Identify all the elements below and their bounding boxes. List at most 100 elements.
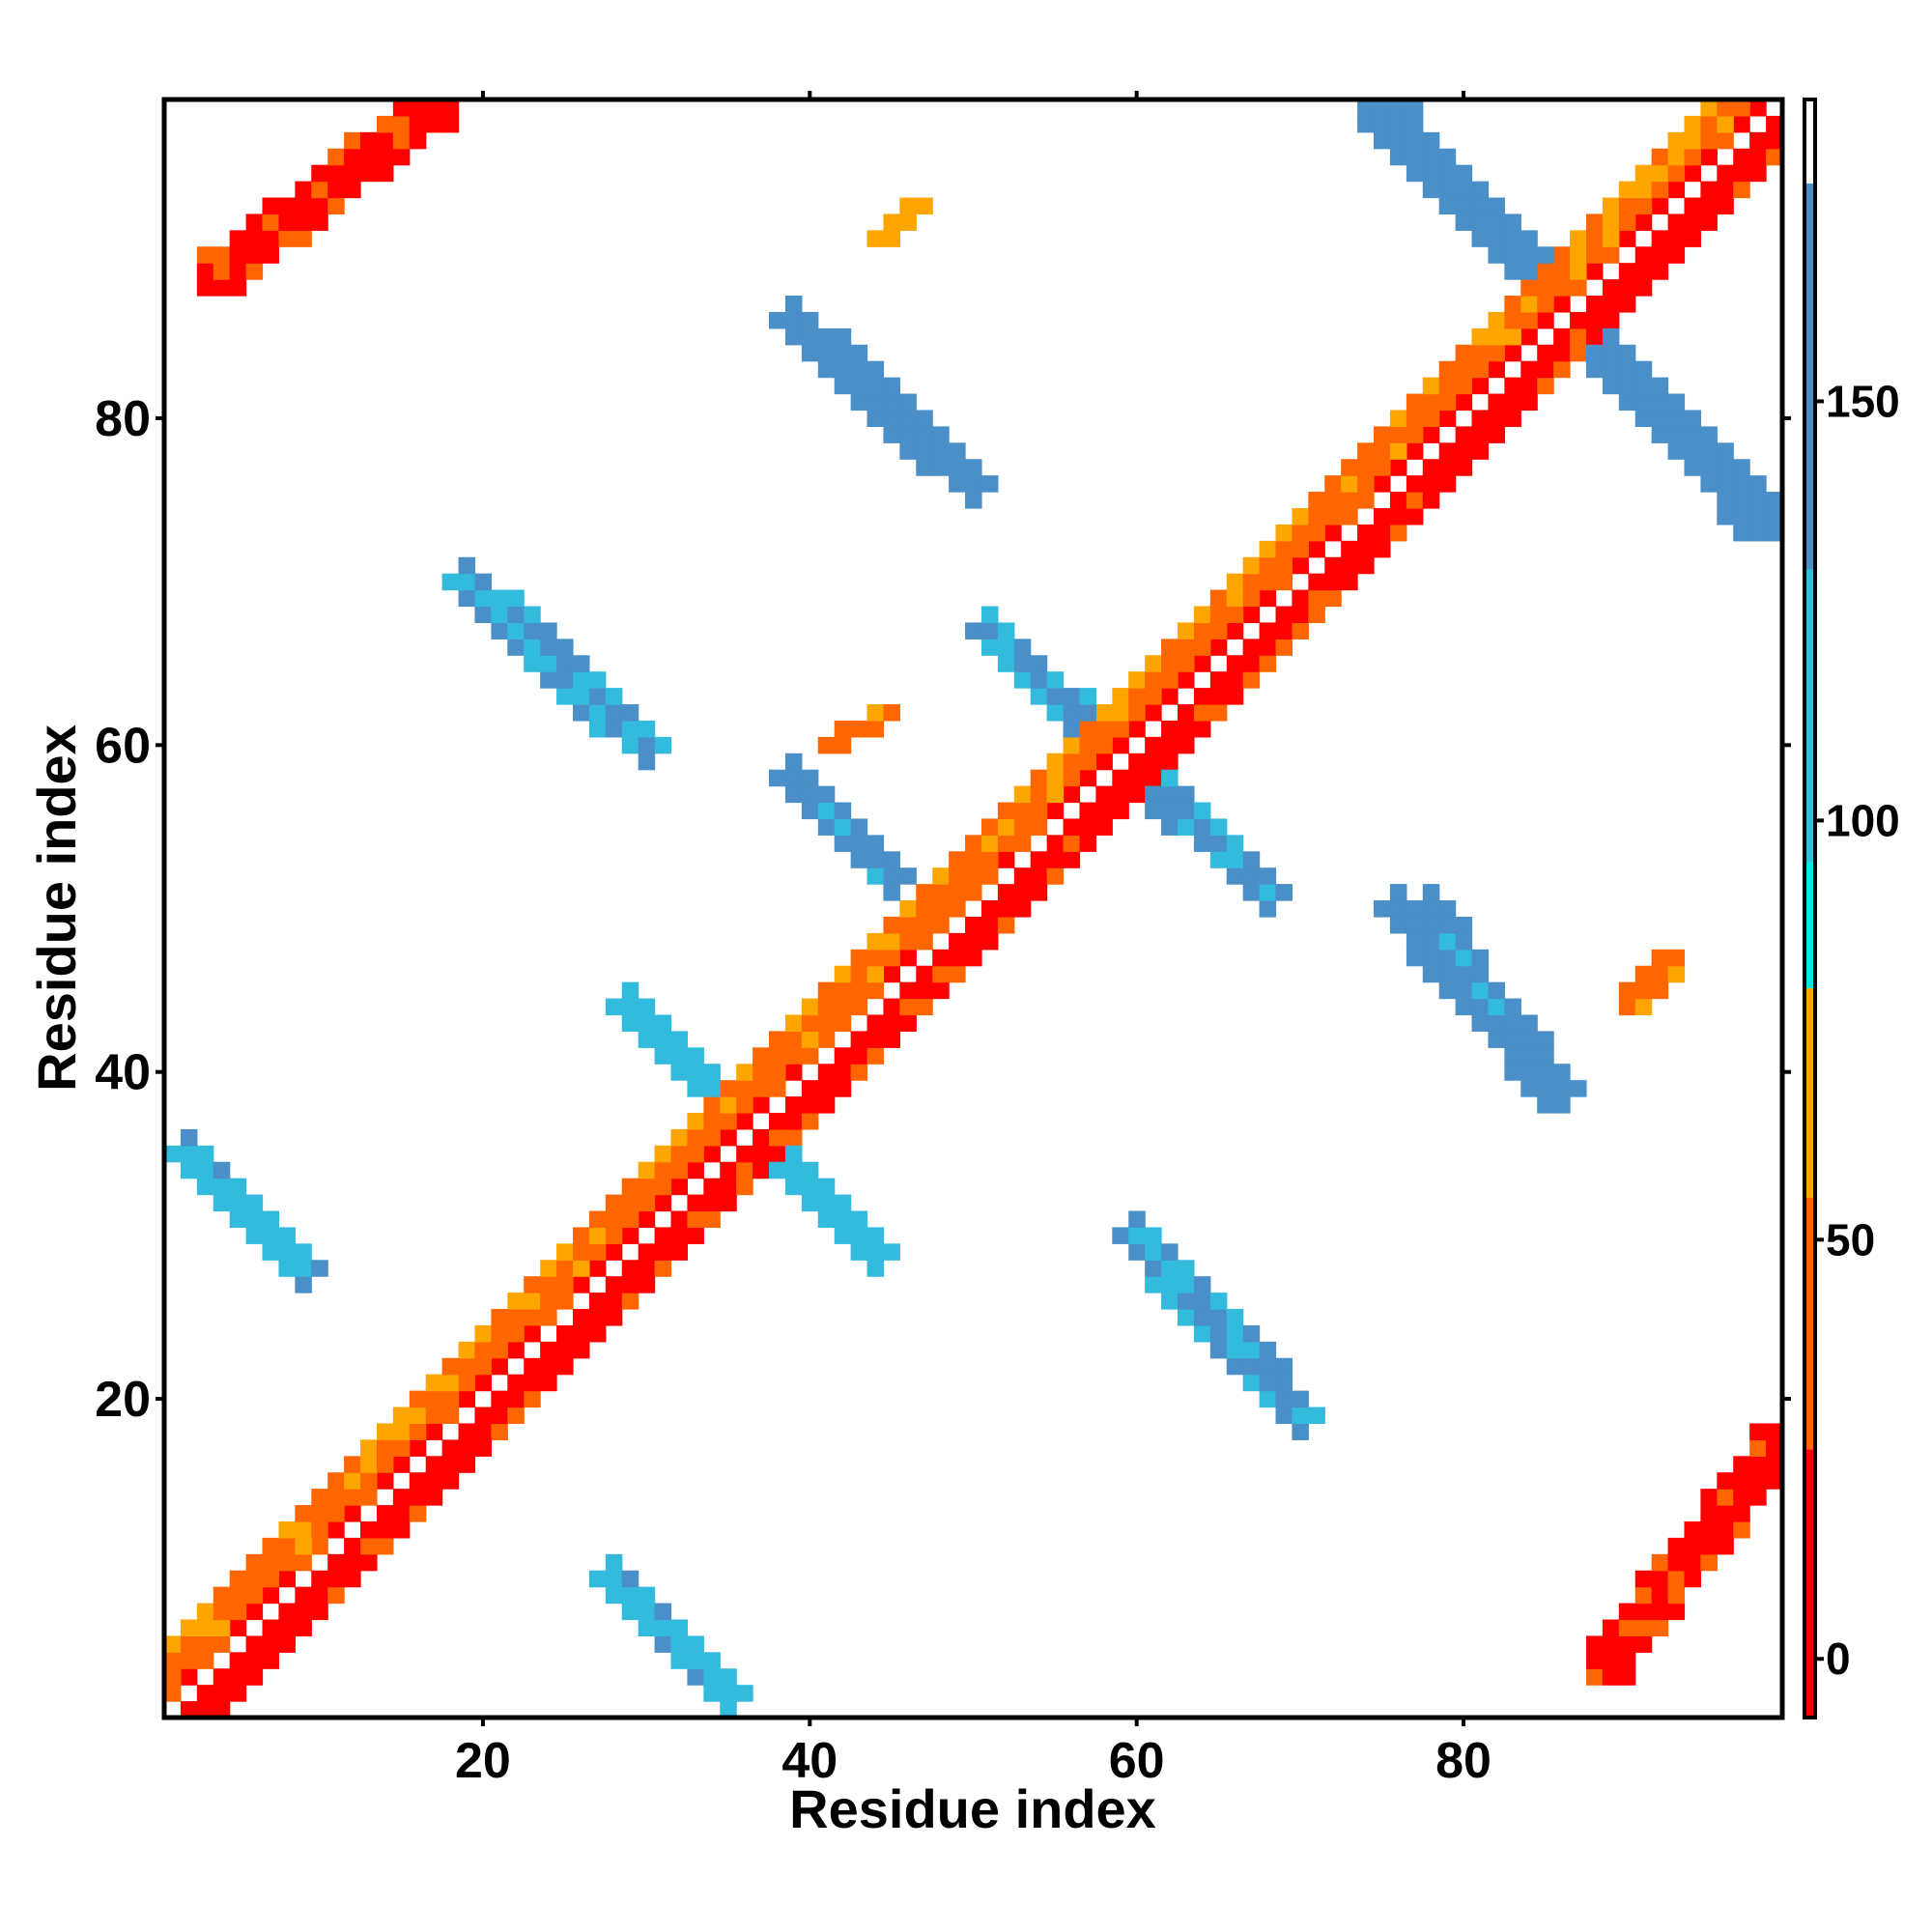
- heatmap-cell: [425, 99, 443, 117]
- heatmap-cell: [1308, 524, 1325, 542]
- heatmap-cell: [1374, 442, 1391, 460]
- heatmap-cell: [409, 1489, 427, 1506]
- heatmap-cell: [507, 622, 525, 639]
- heatmap-cell: [1520, 1014, 1538, 1032]
- heatmap-cell: [441, 1390, 460, 1408]
- heatmap-cell: [949, 475, 966, 493]
- heatmap-cell: [817, 1178, 836, 1196]
- heatmap-cell: [458, 1341, 476, 1359]
- heatmap-cell: [1374, 131, 1391, 150]
- heatmap-cell: [916, 998, 933, 1016]
- heatmap-cell: [834, 360, 852, 379]
- heatmap-cell: [1013, 639, 1032, 656]
- heatmap-cell: [262, 213, 280, 231]
- heatmap-cell: [1422, 148, 1440, 166]
- heatmap-cell: [965, 851, 982, 868]
- heatmap-cell: [1177, 736, 1195, 754]
- heatmap-cell: [850, 393, 868, 412]
- heatmap-cell: [180, 1128, 198, 1147]
- heatmap-cell: [801, 344, 819, 362]
- colorbar-tick-label: 0: [1826, 1634, 1851, 1684]
- heatmap-cell: [784, 753, 803, 771]
- heatmap-cell: [196, 1652, 214, 1669]
- heatmap-cell: [720, 1161, 737, 1179]
- heatmap-cell: [1161, 818, 1179, 836]
- heatmap-cell: [1226, 867, 1244, 885]
- heatmap-cell: [327, 1570, 345, 1588]
- heatmap-cell: [1488, 311, 1505, 329]
- heatmap-cell: [540, 1309, 557, 1326]
- heatmap-cell: [1030, 851, 1048, 868]
- heatmap-cell: [850, 949, 868, 967]
- heatmap-cell: [850, 835, 868, 852]
- heatmap-cell: [588, 1309, 607, 1326]
- heatmap-cell: [932, 949, 950, 967]
- heatmap-cell: [1226, 1341, 1244, 1359]
- heatmap-cell: [949, 867, 966, 885]
- heatmap-cell: [1471, 360, 1490, 379]
- heatmap-cell: [1520, 1064, 1538, 1081]
- heatmap-cell: [1389, 410, 1407, 427]
- heatmap-cell: [1161, 753, 1179, 771]
- heatmap-cell: [180, 1161, 198, 1179]
- heatmap-cell: [524, 1374, 541, 1392]
- heatmap-cell: [1504, 246, 1521, 264]
- heatmap-cell: [262, 1210, 280, 1229]
- heatmap-cell: [376, 1439, 394, 1457]
- heatmap-cell: [1570, 230, 1587, 247]
- heatmap-cell: [327, 1520, 345, 1539]
- heatmap-cell: [213, 263, 231, 280]
- heatmap-cell: [392, 115, 411, 133]
- heatmap-cell: [1242, 639, 1261, 656]
- heatmap-cell: [1046, 835, 1065, 852]
- heatmap-cell: [1177, 622, 1195, 639]
- heatmap-cell: [1684, 164, 1701, 183]
- heatmap-cell: [834, 1047, 852, 1065]
- heatmap-cell: [1618, 296, 1636, 313]
- heatmap-cell: [572, 1324, 590, 1343]
- heatmap-cell: [196, 1685, 214, 1702]
- heatmap-cell: [949, 884, 966, 901]
- heatmap-cell: [1455, 197, 1473, 215]
- heatmap-cell: [1684, 426, 1701, 443]
- colorbar-segment: [1804, 862, 1815, 988]
- heatmap-cell: [1259, 884, 1277, 901]
- heatmap-cell: [1504, 377, 1521, 395]
- heatmap-cell: [932, 426, 950, 443]
- heatmap-cell: [1422, 492, 1440, 509]
- heatmap-cell: [965, 932, 982, 951]
- heatmap-cell: [392, 99, 411, 117]
- heatmap-cell: [1684, 230, 1701, 247]
- heatmap-cell: [1438, 949, 1457, 967]
- heatmap-cell: [850, 1243, 868, 1261]
- heatmap-cell: [1717, 475, 1734, 493]
- heatmap-cell: [360, 1489, 378, 1506]
- heatmap-cell: [1667, 949, 1686, 967]
- heatmap-cell: [1242, 867, 1261, 885]
- heatmap-cell: [899, 393, 917, 412]
- heatmap-cell: [196, 1701, 214, 1719]
- heatmap-cell: [262, 230, 280, 247]
- heatmap-cell: [1209, 639, 1228, 656]
- heatmap-cell: [1488, 230, 1505, 247]
- heatmap-cell: [540, 1260, 557, 1277]
- heatmap-cell: [1079, 704, 1096, 722]
- heatmap-cell: [1700, 459, 1718, 476]
- heatmap-cell: [997, 802, 1015, 820]
- heatmap-cell: [1700, 426, 1718, 443]
- heatmap-cell: [687, 1080, 704, 1097]
- heatmap-cell: [1063, 736, 1081, 754]
- heatmap-cell: [1259, 1390, 1277, 1408]
- heatmap-cell: [1422, 949, 1440, 967]
- heatmap-cell: [409, 1423, 427, 1440]
- heatmap-cell: [295, 1520, 312, 1539]
- heatmap-cell: [1079, 736, 1096, 754]
- heatmap-cell: [507, 606, 525, 624]
- heatmap-cell: [1374, 900, 1391, 918]
- colorbar-tick-label: 100: [1826, 795, 1900, 845]
- heatmap-cell: [1667, 213, 1686, 231]
- heatmap-cell: [1226, 606, 1244, 624]
- heatmap-cell: [1570, 263, 1587, 280]
- heatmap-cell: [1602, 279, 1620, 297]
- heatmap-cell: [1553, 296, 1571, 313]
